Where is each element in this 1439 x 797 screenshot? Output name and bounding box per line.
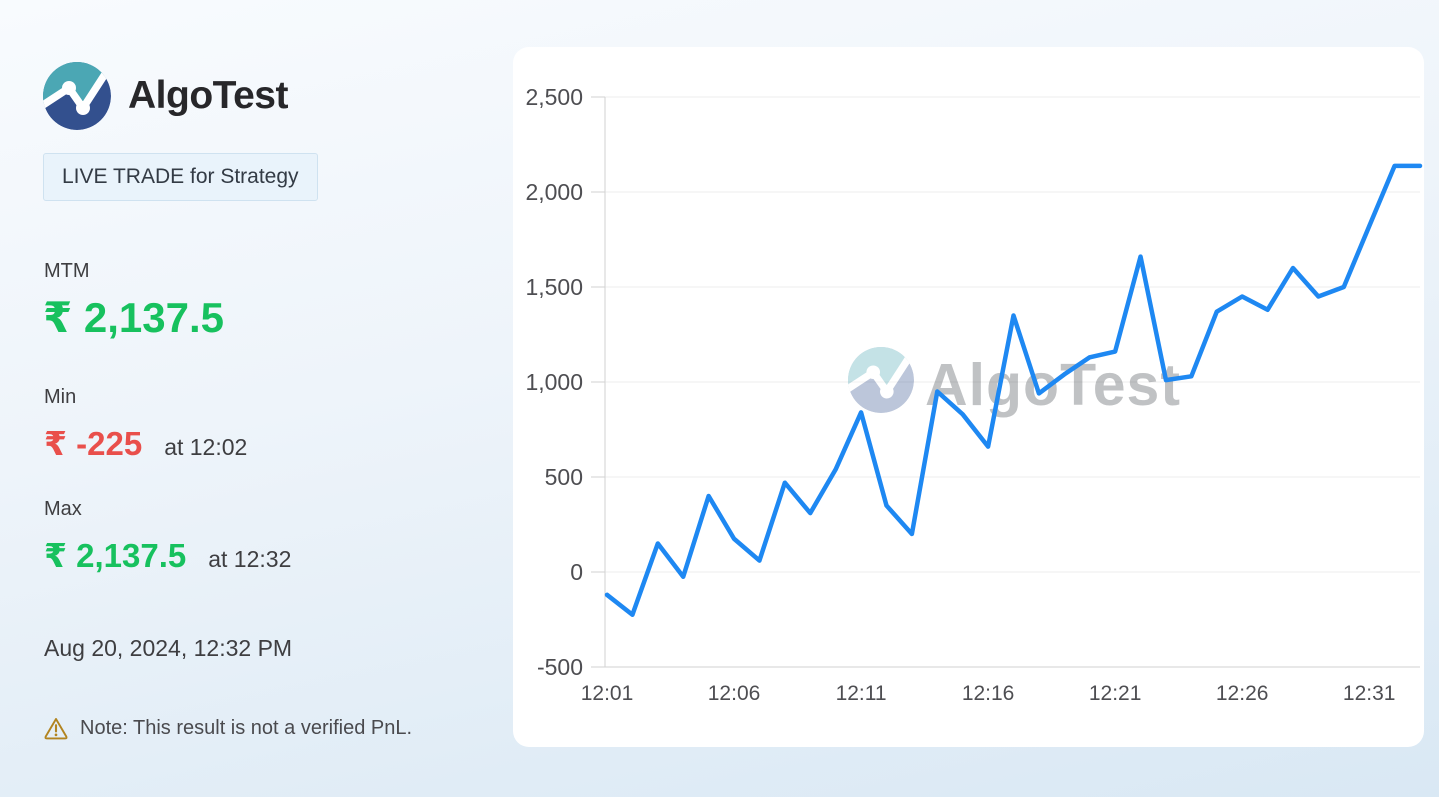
- max-value: ₹ 2,137.5: [44, 537, 187, 574]
- y-tick-label: 1,000: [525, 369, 583, 395]
- algotest-logo-icon: [43, 62, 111, 130]
- live-trade-badge: LIVE TRADE for Strategy: [43, 153, 318, 201]
- result-timestamp: Aug 20, 2024, 12:32 PM: [44, 635, 293, 661]
- brand-name: AlgoTest: [128, 74, 288, 117]
- max-time: at 12:32: [208, 546, 292, 572]
- max-label: Max: [44, 498, 82, 520]
- mtm-value: ₹ 2,137.5: [43, 294, 225, 341]
- max-row: ₹ 2,137.5 at 12:32: [44, 536, 291, 575]
- y-tick-label: -500: [537, 654, 583, 680]
- mtm-line: [604, 163, 1423, 617]
- watermark: AlgoTest: [845, 347, 1180, 418]
- y-tick-label: 2,500: [525, 84, 583, 110]
- x-tick-label: 12:11: [836, 682, 887, 705]
- chart-panel: -500 0 500 1,000 1,500 2,000 2,500 12:01 12:06 12…: [513, 47, 1424, 747]
- min-time: at 12:02: [164, 434, 248, 460]
- note-text: Note: This result is not a verified PnL.: [80, 716, 413, 739]
- x-tick-label: 12:16: [962, 682, 1015, 705]
- mtm-label: MTM: [44, 260, 90, 282]
- brand-header: AlgoTest: [43, 62, 288, 130]
- y-tick-label: 500: [545, 464, 583, 490]
- x-tick-label: 12:01: [581, 682, 634, 705]
- mtm-chart: -500 0 500 1,000 1,500 2,000 2,500 12:01 12:06 12…: [525, 84, 1423, 705]
- y-tick-label: 0: [570, 559, 583, 585]
- min-row: ₹ -225 at 12:02: [44, 424, 247, 463]
- x-tick-label: 12:31: [1343, 682, 1396, 705]
- y-tick-label: 1,500: [525, 274, 583, 300]
- min-value: ₹ -225: [44, 425, 143, 462]
- watermark-logo-icon: [845, 347, 914, 413]
- x-tick-label: 12:21: [1089, 682, 1142, 705]
- x-tick-label: 12:06: [708, 682, 761, 705]
- warning-triangle-icon: [44, 718, 68, 740]
- min-label: Min: [44, 386, 77, 408]
- x-tick-label: 12:26: [1216, 682, 1269, 705]
- note-row: Note: This result is not a verified PnL.: [43, 716, 412, 740]
- y-tick-label: 2,000: [525, 179, 583, 205]
